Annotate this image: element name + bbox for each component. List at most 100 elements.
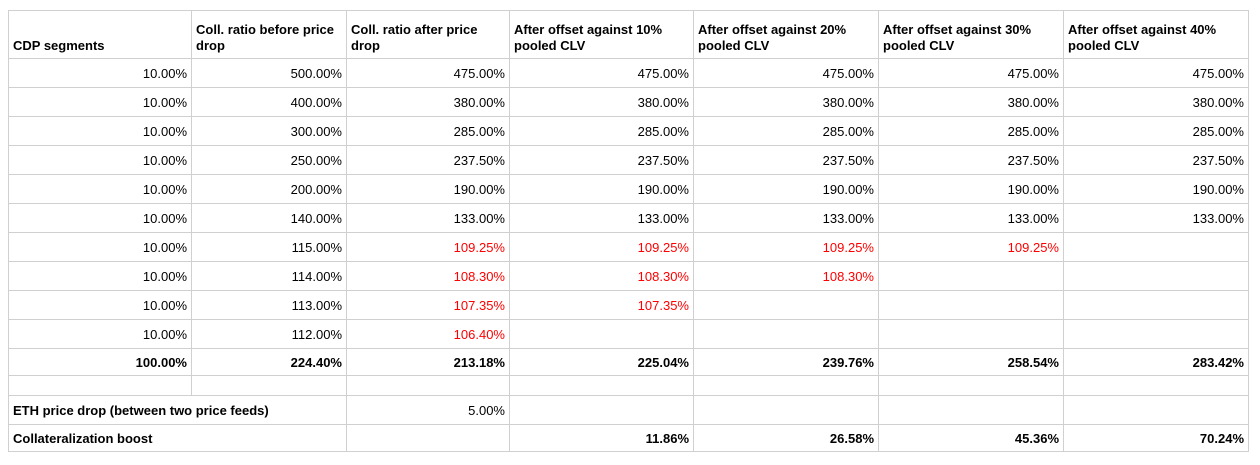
total-cell-c5[interactable]: 258.54% (878, 348, 1064, 376)
cell-r5-c4[interactable]: 133.00% (693, 203, 879, 233)
cell-r3-c5[interactable]: 237.50% (878, 145, 1064, 175)
cell-r6-c0[interactable]: 10.00% (8, 232, 192, 262)
cell-r0-c4[interactable]: 475.00% (693, 58, 879, 88)
cell-r9-c5[interactable] (878, 319, 1064, 349)
cell-r1-c3[interactable]: 380.00% (509, 87, 694, 117)
column-header-0[interactable]: CDP segments (8, 10, 192, 59)
cell-r4-c4[interactable]: 190.00% (693, 174, 879, 204)
boost-value-c6[interactable]: 70.24% (1063, 424, 1249, 452)
spacer-cell-c1[interactable] (191, 375, 347, 396)
cell-r8-c6[interactable] (1063, 290, 1249, 320)
cell-r4-c3[interactable]: 190.00% (509, 174, 694, 204)
column-header-1[interactable]: Coll. ratio before price drop (191, 10, 347, 59)
eth-price-drop-value[interactable]: 5.00% (346, 395, 510, 425)
cell-r8-c2[interactable]: 107.35% (346, 290, 510, 320)
collateralization-boost-label[interactable]: Collateralization boost (8, 424, 347, 452)
total-cell-c0[interactable]: 100.00% (8, 348, 192, 376)
cell-r2-c1[interactable]: 300.00% (191, 116, 347, 146)
eth-empty-cell-c3[interactable] (509, 395, 694, 425)
cell-r5-c2[interactable]: 133.00% (346, 203, 510, 233)
cell-r3-c4[interactable]: 237.50% (693, 145, 879, 175)
cell-r4-c1[interactable]: 200.00% (191, 174, 347, 204)
cell-r9-c3[interactable] (509, 319, 694, 349)
boost-value-c5[interactable]: 45.36% (878, 424, 1064, 452)
cell-r8-c0[interactable]: 10.00% (8, 290, 192, 320)
cell-r9-c2[interactable]: 106.40% (346, 319, 510, 349)
cell-r7-c6[interactable] (1063, 261, 1249, 291)
column-header-6[interactable]: After offset against 40% pooled CLV (1063, 10, 1249, 59)
cell-r2-c3[interactable]: 285.00% (509, 116, 694, 146)
cell-r6-c1[interactable]: 115.00% (191, 232, 347, 262)
cell-r3-c2[interactable]: 237.50% (346, 145, 510, 175)
eth-price-drop-label[interactable]: ETH price drop (between two price feeds) (8, 395, 347, 425)
cell-r5-c1[interactable]: 140.00% (191, 203, 347, 233)
total-cell-c4[interactable]: 239.76% (693, 348, 879, 376)
cell-r0-c2[interactable]: 475.00% (346, 58, 510, 88)
cell-r0-c6[interactable]: 475.00% (1063, 58, 1249, 88)
cell-r5-c0[interactable]: 10.00% (8, 203, 192, 233)
column-header-3[interactable]: After offset against 10% pooled CLV (509, 10, 694, 59)
cell-r6-c6[interactable] (1063, 232, 1249, 262)
cell-r1-c6[interactable]: 380.00% (1063, 87, 1249, 117)
cell-r6-c2[interactable]: 109.25% (346, 232, 510, 262)
spacer-cell-c6[interactable] (1063, 375, 1249, 396)
cell-r5-c3[interactable]: 133.00% (509, 203, 694, 233)
total-cell-c3[interactable]: 225.04% (509, 348, 694, 376)
cell-r1-c2[interactable]: 380.00% (346, 87, 510, 117)
cell-r2-c4[interactable]: 285.00% (693, 116, 879, 146)
cell-r4-c2[interactable]: 190.00% (346, 174, 510, 204)
cell-r7-c5[interactable] (878, 261, 1064, 291)
cell-r2-c5[interactable]: 285.00% (878, 116, 1064, 146)
cell-r1-c1[interactable]: 400.00% (191, 87, 347, 117)
eth-empty-cell-c4[interactable] (693, 395, 879, 425)
cell-r2-c0[interactable]: 10.00% (8, 116, 192, 146)
cell-r6-c5[interactable]: 109.25% (878, 232, 1064, 262)
cell-r8-c4[interactable] (693, 290, 879, 320)
cell-r2-c6[interactable]: 285.00% (1063, 116, 1249, 146)
boost-empty-cell-c2[interactable] (346, 424, 510, 452)
cell-r9-c1[interactable]: 112.00% (191, 319, 347, 349)
cell-r7-c1[interactable]: 114.00% (191, 261, 347, 291)
cell-r8-c1[interactable]: 113.00% (191, 290, 347, 320)
cell-r7-c0[interactable]: 10.00% (8, 261, 192, 291)
cell-r3-c1[interactable]: 250.00% (191, 145, 347, 175)
cell-r4-c0[interactable]: 10.00% (8, 174, 192, 204)
column-header-5[interactable]: After offset against 30% pooled CLV (878, 10, 1064, 59)
cell-r9-c4[interactable] (693, 319, 879, 349)
total-cell-c6[interactable]: 283.42% (1063, 348, 1249, 376)
cell-r6-c4[interactable]: 109.25% (693, 232, 879, 262)
spacer-cell-c5[interactable] (878, 375, 1064, 396)
spacer-cell-c4[interactable] (693, 375, 879, 396)
cell-r9-c0[interactable]: 10.00% (8, 319, 192, 349)
eth-empty-cell-c6[interactable] (1063, 395, 1249, 425)
eth-empty-cell-c5[interactable] (878, 395, 1064, 425)
spacer-cell-c2[interactable] (346, 375, 510, 396)
cell-r4-c5[interactable]: 190.00% (878, 174, 1064, 204)
boost-value-c4[interactable]: 26.58% (693, 424, 879, 452)
cell-r4-c6[interactable]: 190.00% (1063, 174, 1249, 204)
cell-r0-c3[interactable]: 475.00% (509, 58, 694, 88)
boost-value-c3[interactable]: 11.86% (509, 424, 694, 452)
cell-r9-c6[interactable] (1063, 319, 1249, 349)
cell-r0-c0[interactable]: 10.00% (8, 58, 192, 88)
cell-r8-c5[interactable] (878, 290, 1064, 320)
cell-r1-c5[interactable]: 380.00% (878, 87, 1064, 117)
cell-r1-c4[interactable]: 380.00% (693, 87, 879, 117)
cell-r3-c0[interactable]: 10.00% (8, 145, 192, 175)
cell-r5-c6[interactable]: 133.00% (1063, 203, 1249, 233)
cell-r2-c2[interactable]: 285.00% (346, 116, 510, 146)
cell-r7-c2[interactable]: 108.30% (346, 261, 510, 291)
cell-r7-c3[interactable]: 108.30% (509, 261, 694, 291)
cell-r3-c3[interactable]: 237.50% (509, 145, 694, 175)
spacer-cell-c3[interactable] (509, 375, 694, 396)
cell-r3-c6[interactable]: 237.50% (1063, 145, 1249, 175)
column-header-4[interactable]: After offset against 20% pooled CLV (693, 10, 879, 59)
cell-r0-c5[interactable]: 475.00% (878, 58, 1064, 88)
total-cell-c2[interactable]: 213.18% (346, 348, 510, 376)
column-header-2[interactable]: Coll. ratio after price drop (346, 10, 510, 59)
total-cell-c1[interactable]: 224.40% (191, 348, 347, 376)
cell-r1-c0[interactable]: 10.00% (8, 87, 192, 117)
spacer-cell-c0[interactable] (8, 375, 192, 396)
cell-r0-c1[interactable]: 500.00% (191, 58, 347, 88)
cell-r7-c4[interactable]: 108.30% (693, 261, 879, 291)
